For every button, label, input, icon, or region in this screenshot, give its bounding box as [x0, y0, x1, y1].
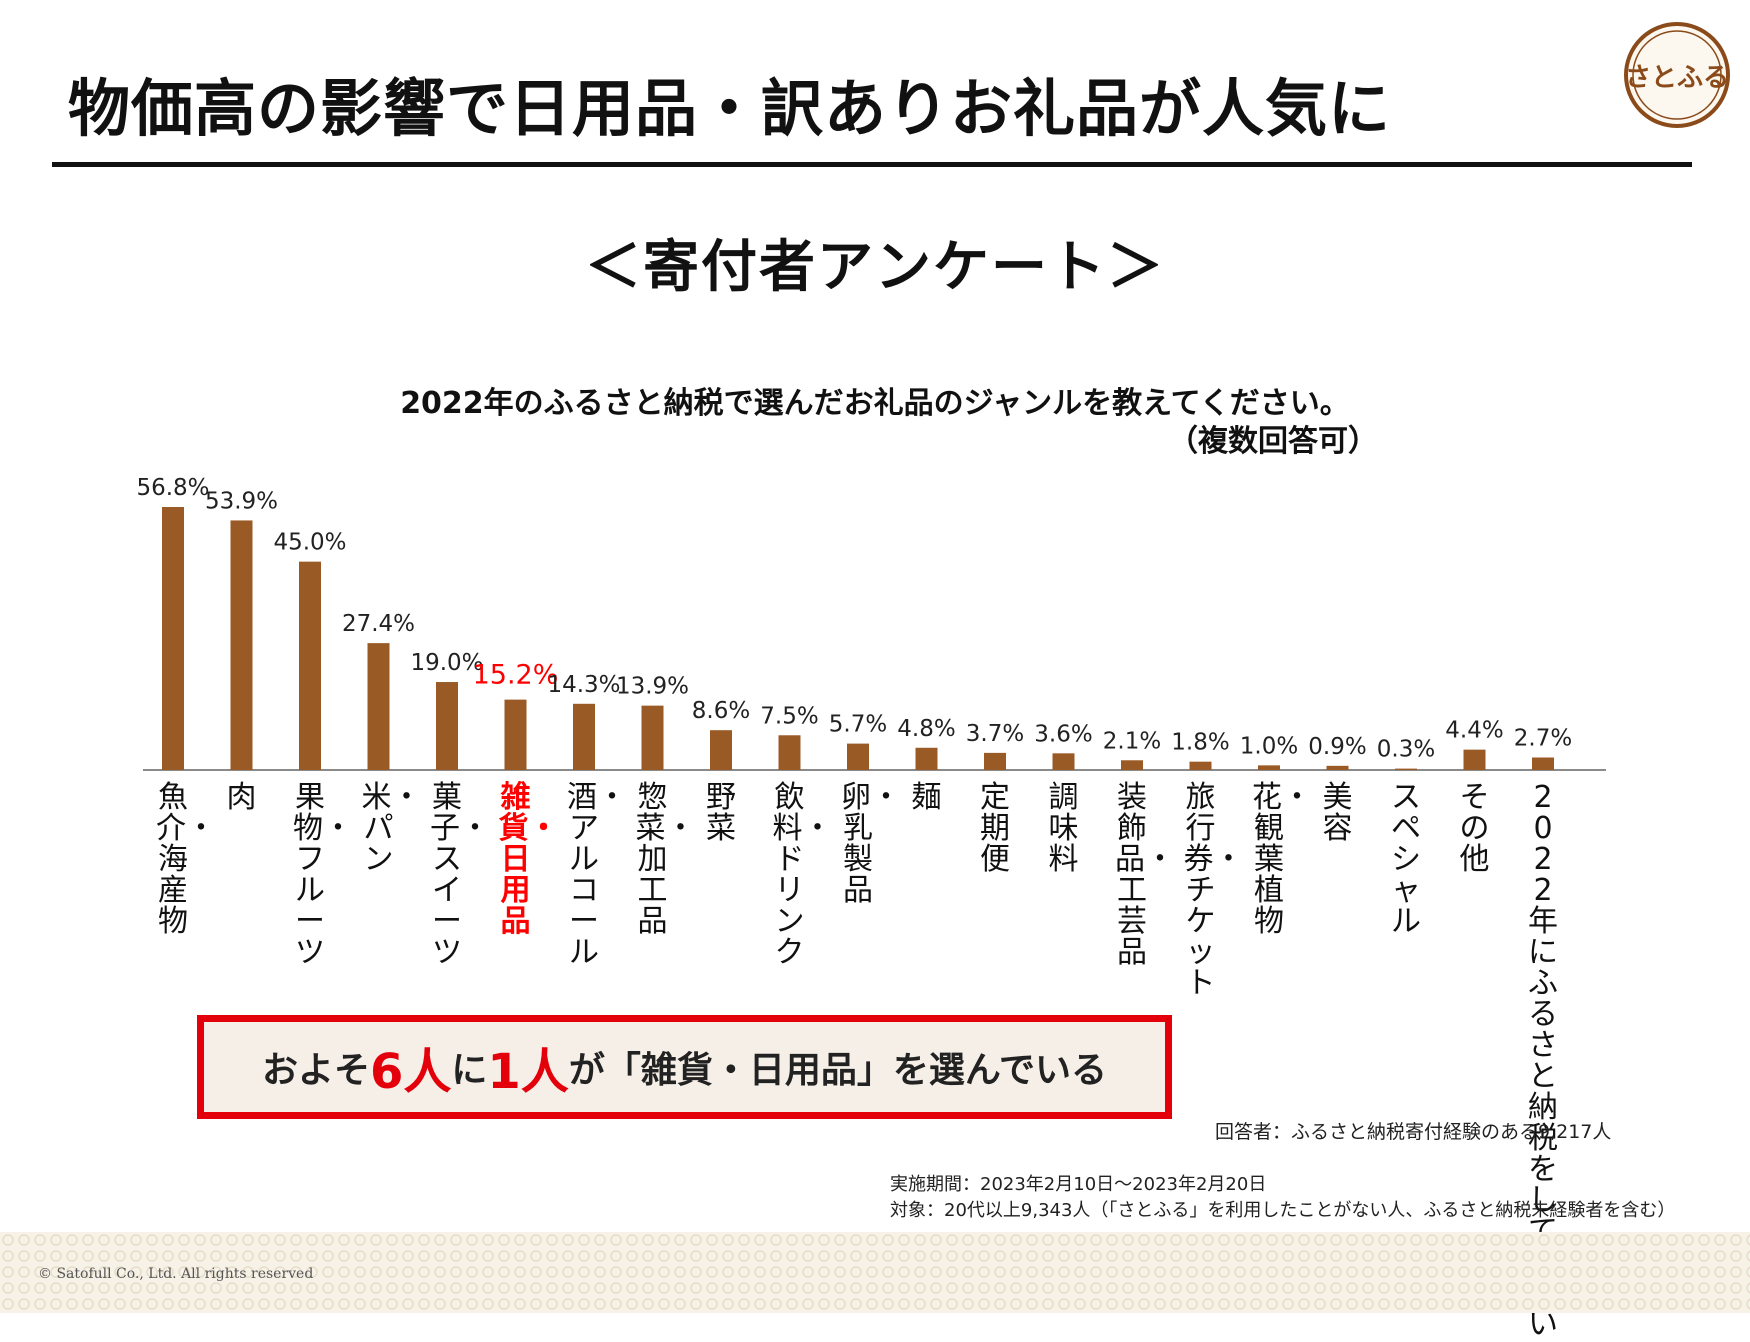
- bar-value-label: 56.8%: [136, 475, 209, 501]
- bar-value-label: 3.7%: [966, 721, 1024, 747]
- bar-value-label: 0.9%: [1308, 734, 1366, 760]
- bar: [1258, 765, 1280, 770]
- bar: [1532, 757, 1554, 770]
- bar-value-label: 8.6%: [692, 698, 750, 724]
- bar: [915, 747, 938, 770]
- bar: [984, 752, 1006, 770]
- bar-value-label: 4.4%: [1445, 718, 1503, 744]
- callout-mid: に: [451, 1050, 488, 1091]
- bar-value-label: 27.4%: [342, 611, 415, 637]
- category-label: 装飾品・工芸品: [1115, 780, 1175, 970]
- section-title: ＜寄付者アンケート＞: [585, 235, 1165, 300]
- category-label: 旅行券・チケット: [1183, 780, 1244, 1001]
- bar-value-label: 7.5%: [760, 703, 818, 729]
- bar: [710, 730, 732, 770]
- category-label: 果物・フルーツ: [293, 780, 353, 970]
- bar: [162, 507, 184, 770]
- bar-value-label: 15.2%: [473, 660, 559, 691]
- question-note: （複数回答可）: [1168, 424, 1378, 459]
- footer-pattern: [0, 1232, 1750, 1313]
- category-label: 肉: [226, 780, 257, 815]
- category-label: 雑貨・日用品: [498, 780, 559, 939]
- bar: [778, 735, 801, 770]
- category-label: 調味料: [1048, 780, 1079, 877]
- category-label: 野菜: [706, 780, 736, 846]
- bar-chart: 56.8%53.9% 45.0% 27.4% 19.0%15.2%14.3%13.9%…: [136, 475, 1606, 771]
- bar-value-label: 1.8%: [1171, 730, 1229, 756]
- category-label: 麺: [911, 780, 942, 815]
- bar: [641, 705, 664, 770]
- bar-value-label: 19.0%: [410, 650, 483, 676]
- category-label: 菓子・スイーツ: [430, 780, 490, 970]
- category-label: 飲料・ドリンク: [772, 780, 833, 970]
- callout-emph-2: 1人: [487, 1044, 569, 1100]
- bar: [1121, 760, 1143, 770]
- bar-value-label: 2.7%: [1514, 725, 1572, 751]
- category-label: スペシャル: [1391, 780, 1421, 939]
- bar-value-label: 4.8%: [897, 716, 955, 742]
- copyright: © Satofull Co., Ltd. All rights reserved: [38, 1266, 314, 1282]
- callout-box: およそ 6人 に 1人 が「雑貨・日用品」を選んでいる: [197, 1015, 1172, 1119]
- callout-pre: およそ: [261, 1050, 370, 1091]
- category-label: 美容: [1322, 780, 1353, 846]
- bar: [436, 682, 458, 770]
- bar-value-label: 3.6%: [1034, 721, 1092, 747]
- bar: [230, 520, 253, 770]
- bar-value-label: 5.7%: [829, 712, 887, 738]
- respondents-note: 回答者：ふるさと納税寄付経験のある9,217人: [1215, 1121, 1612, 1143]
- bar: [367, 643, 390, 770]
- category-label: 定期便: [980, 780, 1010, 877]
- survey-question: 2022年のふるさと納税で選んだお礼品のジャンルを教えてください。: [400, 386, 1350, 421]
- bar: [1463, 749, 1486, 770]
- bar-value-label: 0.3%: [1377, 737, 1435, 763]
- category-label: 酒・アルコール: [567, 780, 627, 970]
- category-label: 米・パン: [361, 780, 422, 877]
- bar-value-label: 2.1%: [1103, 728, 1161, 754]
- satofull-logo: さとふる: [1624, 22, 1730, 128]
- category-label: その他: [1459, 780, 1490, 877]
- callout-emph-1: 6人: [369, 1044, 452, 1100]
- category-label: 惣菜・加工品: [635, 780, 696, 939]
- callout-post: が「雑貨・日用品」を選んでいる: [568, 1050, 1108, 1091]
- bar-value-label: 53.9%: [205, 488, 278, 514]
- bar: [847, 743, 869, 770]
- survey-period: 実施期間：2023年2月10日～2023年2月20日: [890, 1174, 1267, 1195]
- logo-text: さとふる: [1625, 63, 1729, 93]
- bar: [1189, 761, 1212, 770]
- bar-value-label: 13.9%: [616, 674, 689, 700]
- bar: [1052, 753, 1075, 770]
- title-divider: [52, 162, 1692, 167]
- bar: [573, 703, 595, 770]
- slide-title: 物価高の影響で日用品・訳ありお礼品が人気に: [68, 72, 1392, 145]
- bar: [504, 699, 527, 770]
- bar: [299, 561, 321, 770]
- category-label: 花・観葉植物: [1252, 780, 1312, 939]
- bar: [1326, 765, 1349, 770]
- bar: [1395, 768, 1417, 770]
- category-label: 卵・乳製品: [841, 780, 901, 908]
- bar-value-label: 45.0%: [273, 530, 346, 556]
- survey-target: 対象：20代以上9,343人（「さとふる」を利用したことがない人、ふるさと納税未…: [890, 1200, 1676, 1221]
- category-label: 魚介・海産物: [156, 780, 216, 939]
- bar-value-label: 14.3%: [547, 672, 620, 698]
- bar-value-label: 1.0%: [1240, 733, 1298, 759]
